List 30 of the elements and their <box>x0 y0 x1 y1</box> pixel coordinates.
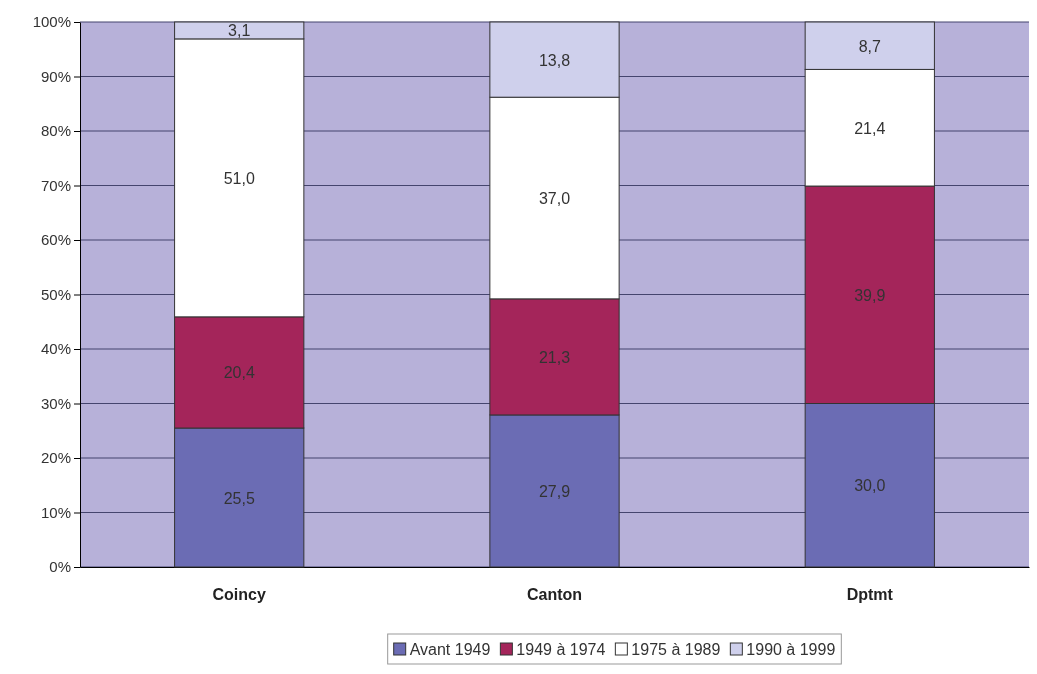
data-label: 27,9 <box>538 482 571 500</box>
y-tick-label: 30% <box>40 394 71 412</box>
y-tick-label: 80% <box>40 122 71 140</box>
y-tick-label: 60% <box>40 231 71 249</box>
x-tick-label: Dptmt <box>846 586 894 604</box>
data-label: 30,0 <box>854 477 886 495</box>
legend-label: 1990 à 1999 <box>746 641 836 658</box>
y-tick-label: 100% <box>32 13 71 31</box>
y-tick-label: 10% <box>40 503 71 521</box>
data-label: 51,0 <box>223 169 255 187</box>
y-tick-label: 50% <box>40 285 71 303</box>
data-label: 39,9 <box>854 286 886 304</box>
y-tick-label: 90% <box>40 67 71 85</box>
x-tick-label: Canton <box>526 586 583 604</box>
y-tick-label: 0% <box>49 558 71 576</box>
data-label: 20,4 <box>223 364 255 382</box>
y-tick-label: 70% <box>40 176 71 194</box>
data-label: 21,3 <box>538 348 571 366</box>
x-tick-label: Coincy <box>212 586 266 604</box>
legend-label: 1975 à 1989 <box>631 641 721 658</box>
y-tick-label: 20% <box>40 449 71 467</box>
y-tick-label: 40% <box>40 340 71 358</box>
data-label: 13,8 <box>538 51 571 69</box>
data-label: 37,0 <box>538 190 571 208</box>
data-label: 8,7 <box>858 37 881 55</box>
data-label: 25,5 <box>223 489 255 507</box>
data-label: 3,1 <box>228 22 251 40</box>
legend-label: 1949 à 1974 <box>516 641 606 658</box>
legend-label: Avant 1949 <box>409 641 491 658</box>
data-label: 21,4 <box>854 119 886 137</box>
